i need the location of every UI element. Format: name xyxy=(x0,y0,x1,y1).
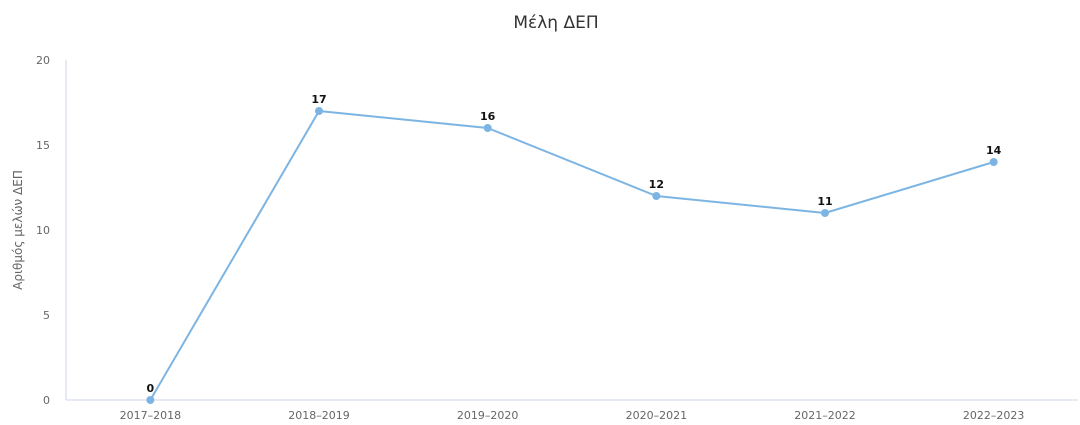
data-point[interactable] xyxy=(483,124,492,132)
x-tick-label: 2018–2019 xyxy=(288,409,350,422)
y-axis-ticks: 0 5 10 15 20 xyxy=(36,54,50,407)
y-tick-label: 20 xyxy=(36,54,50,67)
data-label: 0 xyxy=(147,382,155,395)
chart-title: Μέλη ΔΕΠ xyxy=(513,13,598,33)
data-label: 12 xyxy=(649,178,664,191)
data-label: 16 xyxy=(480,110,496,123)
data-labels-layer: 0 17 16 12 11 14 xyxy=(147,93,1002,395)
data-label: 14 xyxy=(986,144,1002,157)
x-tick-label: 2022–2023 xyxy=(963,409,1025,422)
x-tick-label: 2017–2018 xyxy=(120,409,182,422)
data-point[interactable] xyxy=(315,107,323,115)
data-point[interactable] xyxy=(989,158,998,166)
data-point[interactable] xyxy=(146,396,155,404)
y-tick-label: 10 xyxy=(36,224,50,237)
x-tick-label: 2019–2020 xyxy=(457,409,519,422)
data-label: 11 xyxy=(817,195,832,208)
x-tick-label: 2020–2021 xyxy=(626,409,688,422)
data-label: 17 xyxy=(311,93,326,106)
y-tick-label: 0 xyxy=(43,394,50,407)
y-tick-label: 15 xyxy=(36,139,50,152)
series-layer xyxy=(146,107,998,404)
y-axis-label: Αριθμός μελών ΔΕΠ xyxy=(11,170,25,290)
data-point[interactable] xyxy=(821,209,829,217)
series-line xyxy=(149,110,994,401)
y-tick-label: 5 xyxy=(43,309,50,322)
x-axis-ticks: 2017–2018 2018–2019 2019–2020 2020–2021 2021… xyxy=(120,409,1025,422)
x-tick-label: 2021–2022 xyxy=(794,409,856,422)
data-point[interactable] xyxy=(652,192,661,200)
